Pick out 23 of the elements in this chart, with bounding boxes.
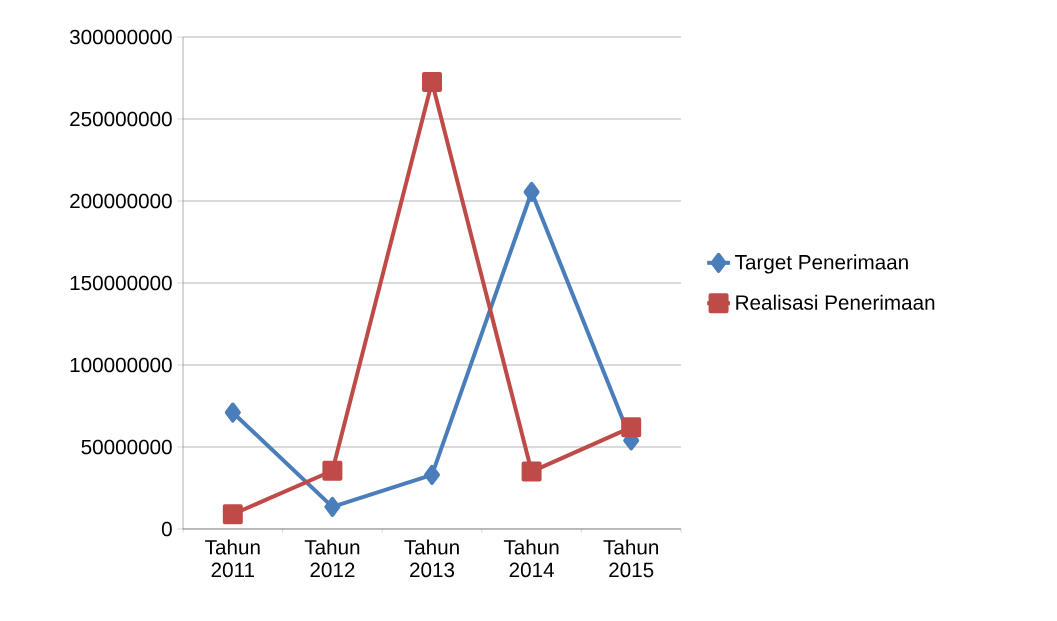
- y-tick-label: 0: [161, 521, 172, 537]
- x-tick-label: Tahun 2013: [404, 539, 459, 578]
- x-tick-label: Tahun 2011: [205, 539, 260, 578]
- x-tick-label: Tahun 2012: [304, 539, 360, 578]
- point: [222, 504, 243, 525]
- y-tick-label: 200000000: [70, 193, 172, 209]
- y-tick-label: 100000000: [70, 357, 172, 373]
- y-tick-label: 150000000: [70, 275, 172, 291]
- y-tick-label: 300000000: [69, 29, 172, 45]
- x-tick-label: Tahun 2015: [603, 539, 659, 578]
- point: [521, 461, 542, 482]
- x-tick-label: Tahun 2014: [503, 539, 559, 578]
- point: [523, 181, 540, 202]
- point: [324, 496, 341, 517]
- y-tick-label: 250000000: [70, 111, 172, 127]
- point: [224, 402, 241, 423]
- point: [424, 464, 440, 485]
- point: [322, 460, 343, 481]
- legend-label: Target Penerimaan: [735, 254, 908, 274]
- legend-label: Realisasi Penerimaan: [736, 294, 935, 310]
- y-tick-label: 50000000: [81, 439, 172, 455]
- point: [422, 72, 442, 93]
- point: [621, 417, 642, 438]
